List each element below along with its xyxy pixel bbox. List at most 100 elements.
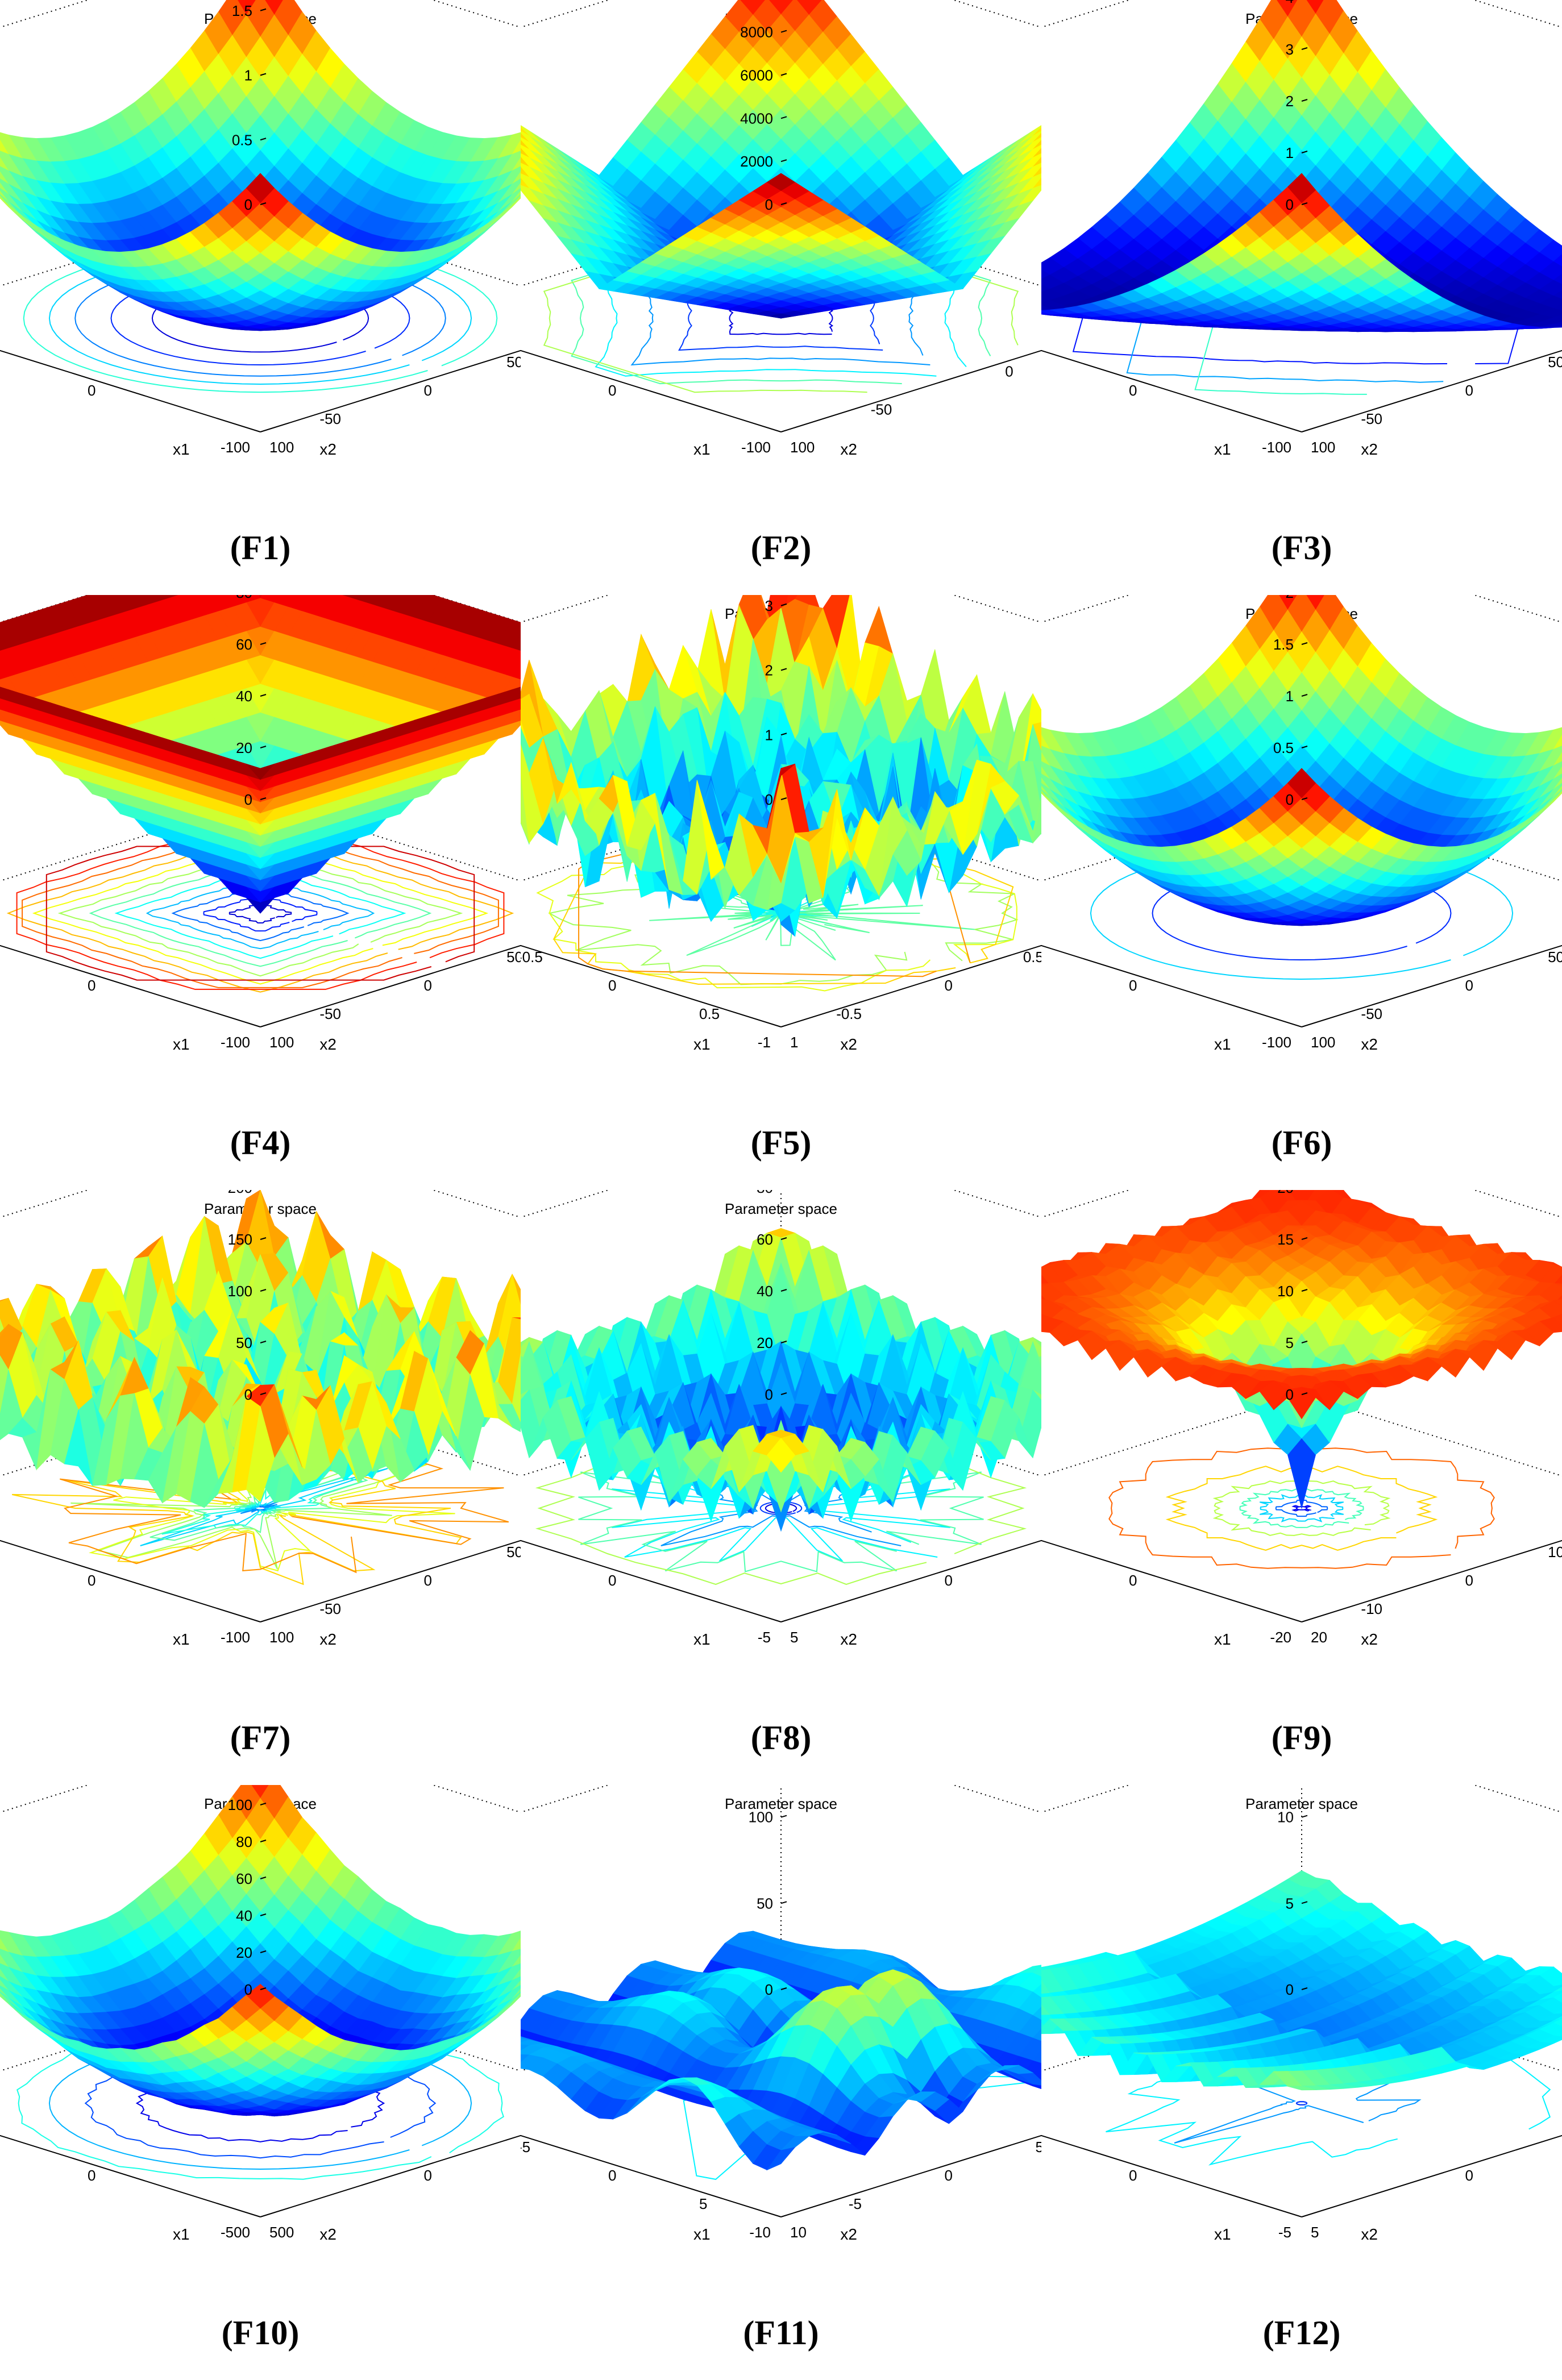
x1-axis-label: x1: [173, 1035, 190, 1053]
surface-patch: [246, 763, 275, 780]
x2-tick-label: -50: [1361, 410, 1382, 427]
x1-axis-label: x1: [173, 440, 190, 458]
surface-patch: [1553, 766, 1562, 780]
axis-line: [1301, 944, 1562, 1027]
x2-tick-label: -50: [1361, 1005, 1382, 1022]
surface-patch: [0, 139, 9, 155]
z-tick-label: 1: [1286, 688, 1294, 705]
z-tick: [1301, 99, 1308, 102]
z-tick-label: 8000: [740, 24, 773, 41]
contour-line: [149, 1473, 368, 1541]
z-tick-label: 3: [1286, 41, 1294, 58]
x1-axis-label: x1: [693, 440, 711, 458]
z-tick: [1301, 642, 1308, 645]
chart-panel-f6: Parameter space00.511.522.5x 10^4-100010…: [1041, 595, 1562, 1190]
surface-plot: Parameter space01234-1-0.500.51-1-0.500.…: [521, 595, 1041, 1053]
surface-mesh: [0, 0, 521, 331]
z-tick: [780, 668, 787, 671]
x1-tick-label: 0: [608, 382, 616, 399]
z-tick: [780, 159, 787, 163]
surface-mesh: [521, 0, 1041, 319]
surface-patch: [1553, 734, 1562, 750]
contour-line: [161, 1476, 363, 1535]
contour-line: [22, 838, 499, 988]
z-tick-label: 0: [1286, 791, 1294, 808]
x1-tick-label: 100: [1311, 439, 1335, 456]
chart-panel-f4: Parameter space020406080100-1000100-100-…: [0, 595, 521, 1190]
x2-tick-label: -50: [319, 410, 341, 427]
axis-line: [521, 349, 782, 432]
x2-tick-label: 0: [1005, 363, 1013, 380]
z-tick-label: 2: [765, 662, 773, 679]
panel-label: (F4): [230, 1124, 291, 1162]
z-tick: [780, 797, 787, 800]
z-tick: [1301, 151, 1308, 153]
contour-line: [140, 1468, 388, 1546]
x2-tick-label: -50: [319, 1005, 341, 1022]
z-tick: [1301, 694, 1308, 697]
z-tick-label: 0.5: [232, 131, 252, 148]
surface-patch: [521, 140, 530, 150]
x2-axis-label: x2: [1361, 440, 1378, 458]
surface-mesh: [1041, 595, 1562, 926]
z-tick: [780, 116, 787, 119]
chart-panel-f2: Parameter space0200040006000800010000120…: [521, 0, 1041, 595]
surface-patch: [512, 182, 521, 195]
chart-panel-f5: Parameter space01234-1-0.500.51-1-0.500.…: [521, 595, 1041, 1190]
z-tick-label: 1.5: [1273, 636, 1294, 653]
contour-line: [171, 885, 350, 942]
box-edge: [431, 1190, 521, 1218]
x1-tick-label: 0: [1129, 382, 1137, 399]
surface-patch: [0, 171, 9, 185]
surface-patch: [0, 1355, 9, 1416]
z-tick-label: 4000: [740, 110, 773, 127]
chart-panel-f7: Parameter space050100150200250-1000100-1…: [0, 1190, 521, 1785]
contour-line: [45, 846, 475, 981]
x2-tick-label: 50: [506, 353, 521, 371]
z-tick-label: 1: [765, 726, 773, 743]
contour-line: [146, 877, 375, 950]
z-tick-label: 6000: [740, 67, 773, 84]
x2-tick-label: 0: [945, 977, 953, 994]
z-tick-label: 40: [236, 688, 252, 705]
surface-patch: [1041, 734, 1050, 750]
x2-tick-label: 0: [1465, 977, 1473, 994]
surface-plot: Parameter space0200040006000800010000120…: [521, 0, 1041, 458]
contour-line: [114, 867, 406, 959]
x2-tick-label: -100: [741, 439, 771, 456]
surface-patch: [1032, 148, 1041, 158]
surface-patch: [521, 167, 530, 178]
contour-line: [57, 850, 463, 977]
contour-line: [203, 894, 318, 932]
x2-axis-label: x2: [319, 1035, 337, 1053]
z-tick: [1301, 202, 1308, 205]
x1-tick-label: -0.5: [521, 948, 543, 966]
z-tick: [780, 603, 787, 606]
axis-line: [260, 349, 521, 432]
x2-tick-label: -0.5: [836, 1005, 862, 1022]
z-tick-label: 60: [236, 636, 252, 653]
surface-patch: [0, 633, 9, 651]
z-tick-label: 20: [236, 739, 252, 756]
contour-line: [6, 834, 514, 993]
z-tick-label: 0: [765, 196, 773, 213]
x2-axis-label: x2: [319, 440, 337, 458]
surface-patch: [1553, 777, 1562, 790]
surface-patch: [512, 633, 521, 651]
surface-plot: Parameter space012345x 10^4-1000100-100-…: [1041, 0, 1562, 458]
z-tick: [260, 642, 267, 645]
surface-patch: [521, 156, 530, 167]
panel-label: (F1): [230, 529, 291, 567]
surface-mesh: [0, 595, 521, 914]
surface-patch: [766, 173, 796, 191]
contour-line: [536, 837, 1017, 992]
panel-label: (F5): [750, 1124, 812, 1162]
surface-plot: Parameter space00.511.52x 10^4-1000100-1…: [0, 0, 521, 458]
surface-patch: [512, 171, 521, 185]
contour-line: [89, 859, 432, 967]
z-tick-label: 80: [236, 595, 252, 601]
panel-label: (F2): [750, 529, 812, 567]
z-tick: [260, 202, 267, 205]
surface-patch: [1041, 766, 1050, 780]
